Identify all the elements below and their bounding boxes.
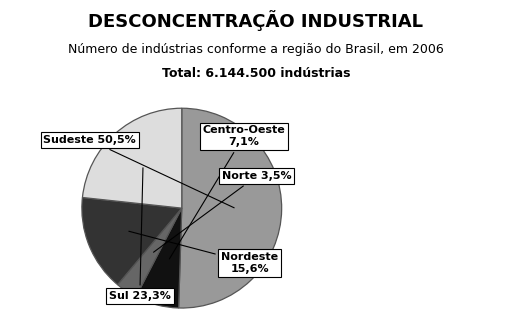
Text: Sul 23,3%: Sul 23,3% (109, 168, 170, 301)
Wedge shape (118, 208, 182, 297)
Wedge shape (136, 208, 182, 308)
Text: Sudeste 50,5%: Sudeste 50,5% (44, 135, 234, 208)
Text: Centro-Oeste
7,1%: Centro-Oeste 7,1% (169, 126, 285, 259)
Text: Nordeste
15,6%: Nordeste 15,6% (129, 231, 278, 274)
Wedge shape (82, 108, 182, 208)
Wedge shape (82, 197, 182, 285)
Wedge shape (179, 108, 282, 308)
Text: Número de indústrias conforme a região do Brasil, em 2006: Número de indústrias conforme a região d… (68, 43, 444, 56)
Text: Total: 6.144.500 indústrias: Total: 6.144.500 indústrias (162, 67, 350, 80)
Text: Norte 3,5%: Norte 3,5% (154, 171, 291, 252)
Text: DESCONCENTRAÇÃO INDUSTRIAL: DESCONCENTRAÇÃO INDUSTRIAL (89, 10, 423, 31)
